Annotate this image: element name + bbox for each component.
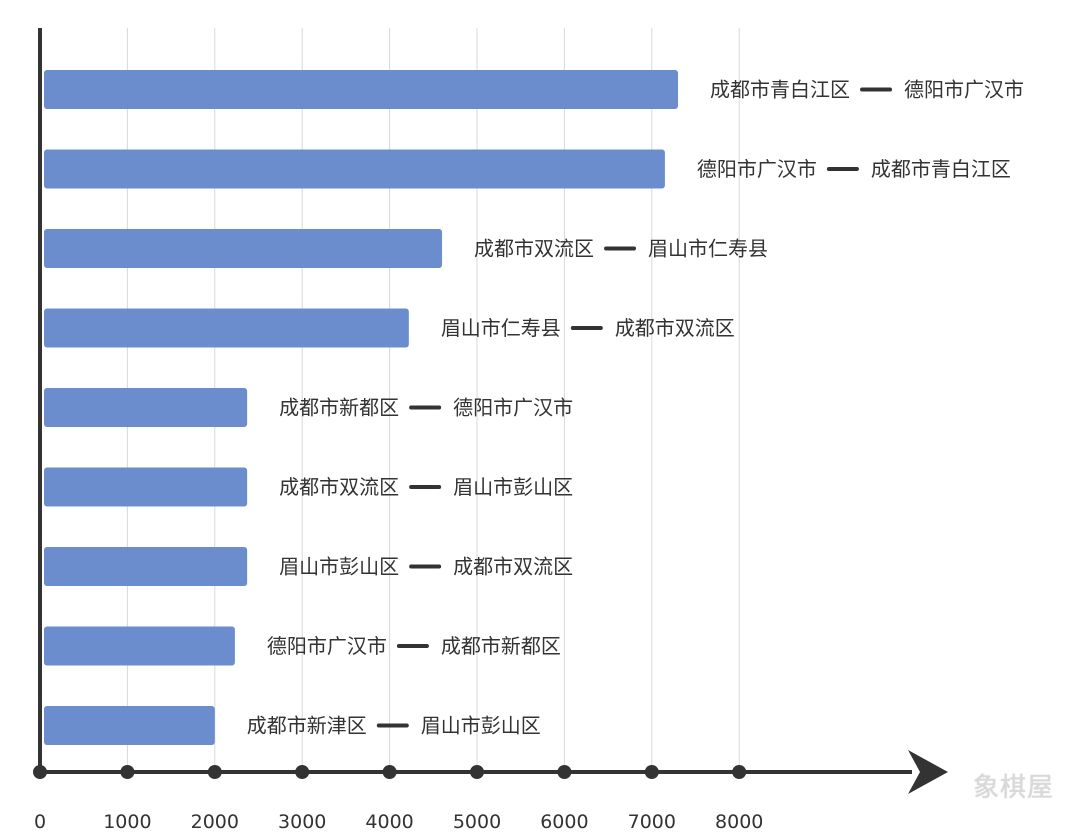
bar [44,626,235,666]
bars [44,70,679,745]
bar [44,547,248,586]
tick-dot [644,765,659,779]
tick-dot [557,765,572,779]
route-to-label: 眉山市彭山区 [453,475,573,499]
route-to-label: 眉山市彭山区 [421,714,541,738]
bar [44,308,409,348]
tick-label: 8000 [715,811,763,832]
bar [44,70,679,109]
route-from-label: 眉山市仁寿县 [441,316,561,340]
route-to-label: 眉山市仁寿县 [648,237,768,261]
tick-dot [295,765,310,779]
bar [44,467,248,507]
tick-label: 7000 [628,811,676,832]
tick-label: 5000 [453,811,501,832]
route-from-label: 眉山市彭山区 [279,555,399,579]
x-axis-arrowhead [908,750,948,794]
route-from-label: 成都市双流区 [474,237,594,261]
watermark-logo: 象棋屋 [972,773,1054,803]
tick-dot [120,765,135,779]
tick-dot [33,765,47,779]
tick-dot [382,765,397,779]
route-to-label: 德阳市广汉市 [453,396,573,420]
bar [44,149,665,189]
route-from-label: 德阳市广汉市 [697,157,817,181]
bar [44,229,443,268]
tick-label: 2000 [191,811,239,832]
route-to-label: 德阳市广汉市 [904,78,1024,102]
tick-label: 3000 [278,811,326,832]
route-from-label: 成都市新都区 [279,396,399,420]
tick-dot [207,765,222,779]
tick-label: 1000 [103,811,151,832]
route-from-label: 成都市双流区 [279,475,399,499]
tick-label: 0 [34,811,46,832]
route-from-label: 德阳市广汉市 [267,634,387,658]
route-from-label: 成都市青白江区 [710,78,850,102]
route-from-label: 成都市新津区 [247,714,367,738]
route-to-label: 成都市新都区 [441,634,561,658]
bar [44,706,215,745]
route-to-label: 成都市青白江区 [871,157,1011,181]
tick-dot [732,765,747,779]
tick-label: 6000 [540,811,588,832]
route-to-label: 成都市双流区 [615,316,735,340]
route-to-label: 成都市双流区 [453,555,573,579]
x-ticks: 0 1000 2000 3000 4000 5000 6000 7000 8000 [33,765,763,832]
bar [44,388,248,427]
tick-dot [470,765,484,779]
tick-label: 4000 [365,811,413,832]
